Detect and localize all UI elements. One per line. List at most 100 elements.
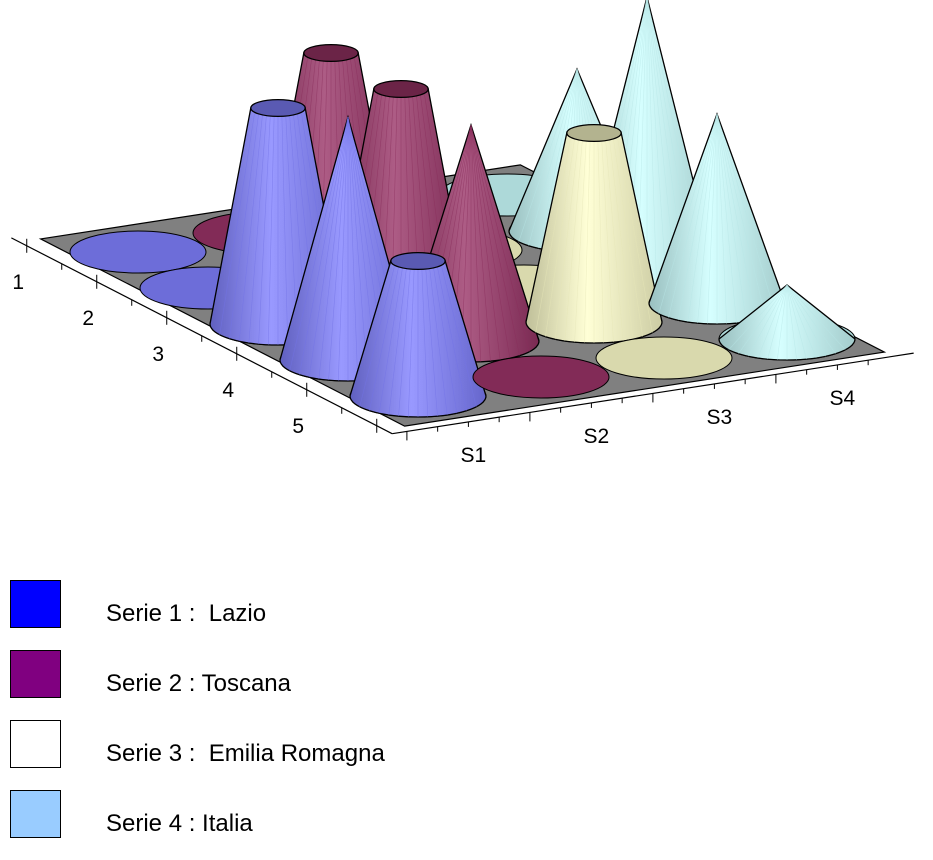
mark-rib [716, 113, 757, 321]
mark-rib [281, 116, 289, 345]
mark-rib [429, 268, 448, 416]
mark-rib [564, 140, 583, 341]
mark-rib [617, 137, 653, 333]
mark-rib [786, 284, 827, 357]
mark-rib [646, 0, 658, 288]
mark-rib [767, 284, 788, 360]
mark-rib [219, 112, 255, 335]
mark-rib [613, 138, 643, 337]
mark-rib [554, 139, 579, 340]
mark-rib [697, 113, 718, 324]
mark-rib [398, 269, 411, 417]
mark-rib [258, 116, 271, 345]
mark-rib [609, 139, 634, 340]
mark-rib [776, 284, 788, 360]
mark-rib [677, 113, 718, 321]
mark-rib [605, 140, 624, 341]
mark-rib [535, 137, 571, 333]
mark-rib [308, 116, 349, 378]
mark-rib [470, 124, 511, 359]
mark-rib [716, 113, 737, 324]
mark-rib [470, 124, 491, 362]
legend-swatch-series-1 [10, 580, 61, 628]
mark-rib [668, 113, 718, 318]
mark-rib [728, 284, 788, 351]
mark-rib [328, 116, 349, 381]
row-tick-label-1: 1 [12, 271, 24, 294]
mark-S1-5 [349, 251, 487, 418]
mark-rib [337, 116, 349, 381]
legend-swatch-series-3 [10, 720, 61, 768]
mark-rib [421, 269, 429, 417]
mark-rib [716, 113, 776, 314]
mark-rib [537, 68, 578, 249]
mark-S3-4 [525, 123, 663, 344]
legend-label-series-3: Serie 3 : Emilia Romagna [106, 740, 385, 767]
mark-rib [518, 68, 578, 242]
legend-label-series-2: Serie 2 : Toscana [106, 670, 292, 697]
mark-rib [646, 0, 667, 288]
mark-rib [757, 284, 788, 359]
mark-rib [369, 266, 399, 411]
mark-S1-1 [69, 230, 207, 274]
mark-S2-5 [472, 355, 610, 399]
mark-rib [470, 124, 501, 361]
mark-rib [658, 113, 718, 314]
mark-rib [786, 284, 798, 360]
mark-rib [299, 116, 349, 375]
mark-S3-5 [595, 336, 733, 380]
mark-rib [786, 284, 836, 354]
mark-rib [738, 284, 788, 354]
row-tick-label-5: 5 [292, 415, 304, 438]
column-tick-label-S4: S4 [830, 387, 856, 410]
row-tick-label-4: 4 [222, 379, 234, 402]
mark-rib [687, 113, 718, 323]
mark-base-S3-5 [595, 336, 733, 380]
mark-rib [407, 269, 415, 417]
mark-rib [545, 138, 575, 337]
chart-plot: 1 2 3 4 5 S1 S2 S3 S4 [11, 0, 914, 467]
mark-top-S1-5 [390, 251, 446, 271]
mark-rib [347, 116, 359, 381]
mark-rib [574, 141, 587, 343]
mark-rib [388, 268, 407, 416]
mark-rib [347, 116, 368, 381]
mark-rib [238, 114, 263, 342]
mark-rib [647, 0, 677, 287]
mark-rib [597, 141, 605, 343]
mark-rib [583, 141, 591, 343]
legend-label-series-4: Serie 4 : Italia [106, 810, 253, 837]
row-tick-label-3: 3 [152, 343, 164, 366]
mark-rib [747, 284, 788, 357]
legend-swatch-series-2 [10, 650, 61, 698]
mark-top-S3-4 [566, 123, 622, 143]
mark-rib [716, 113, 766, 318]
mark-rib [470, 124, 520, 356]
chart-marks [69, 0, 856, 418]
mark-rib [378, 267, 403, 414]
mark-rib [267, 116, 275, 345]
legend-swatch-series-4 [10, 790, 61, 838]
mark-rib [437, 266, 467, 411]
mark-rib [528, 68, 578, 246]
mark-top-S2-2 [303, 43, 359, 63]
mark-rib [229, 113, 259, 339]
mark-rib [601, 141, 614, 343]
mark-S4-5 [718, 284, 856, 361]
row-tick-label-2: 2 [82, 307, 94, 330]
mark-rib [441, 265, 477, 407]
mark-top-S2-3 [373, 79, 429, 99]
mark-rib [248, 115, 267, 343]
mark-rib [716, 113, 747, 323]
mark-rib [359, 265, 395, 407]
mark-rib [289, 116, 349, 371]
mark-rib [716, 113, 728, 324]
chart-axes: 1 2 3 4 5 S1 S2 S3 S4 [11, 237, 914, 467]
mark-rib [706, 113, 718, 324]
mark-base-S2-5 [472, 355, 610, 399]
mark-rib [786, 284, 817, 359]
mark-rib [786, 284, 807, 360]
legend-label-series-1: Serie 1 : Lazio [106, 600, 267, 627]
mark-rib [318, 116, 349, 380]
mark-rib [470, 124, 530, 352]
